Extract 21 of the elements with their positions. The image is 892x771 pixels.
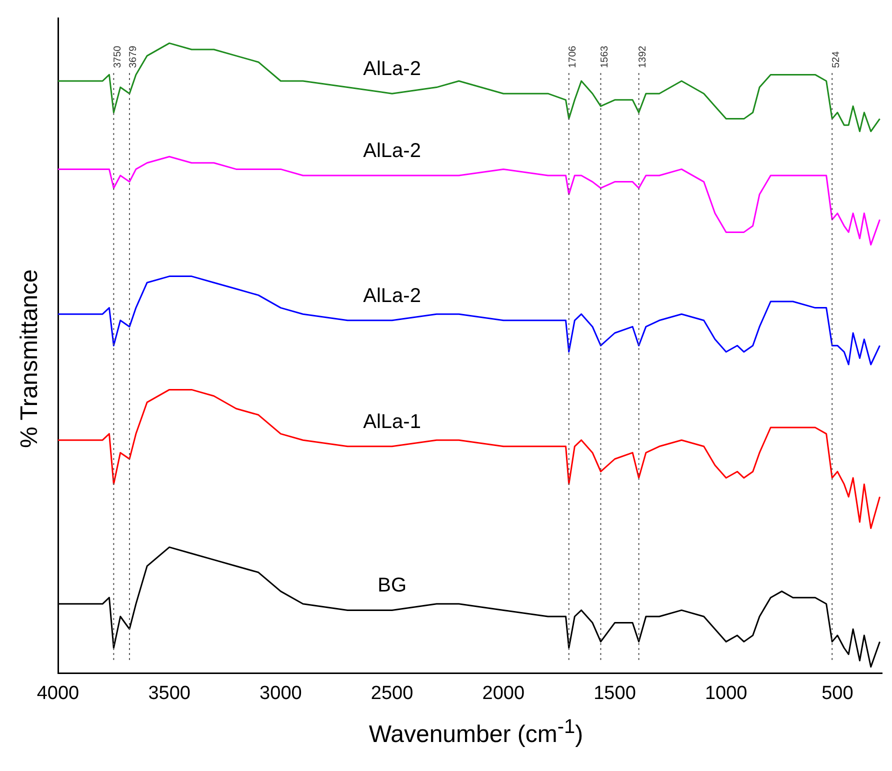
ref-line-label: 524 [830, 50, 842, 68]
x-tick-label: 1500 [594, 682, 636, 704]
x-axis-title: Wavenumber (cm$^{-1}$) [368, 716, 584, 749]
ref-line-label: 1706 [568, 45, 579, 68]
x-tick-label: 2500 [370, 682, 414, 704]
ref-line-label: 1392 [638, 45, 649, 68]
ref-line-label: 1563 [599, 45, 610, 68]
series-label: AlLa-2 [363, 140, 421, 162]
x-tick-label: 500 [822, 682, 854, 704]
ref-line-label: 3750 [112, 45, 124, 68]
x-tick-label: 2000 [482, 682, 525, 704]
series-label: BG [378, 574, 407, 597]
x-tick-label: 4000 [36, 682, 80, 704]
series-label: AlLa-2 [363, 58, 421, 80]
x-tick-label: 3000 [260, 682, 302, 704]
x-tick-label: 3500 [148, 682, 190, 704]
ref-line-label: 3679 [128, 45, 140, 68]
series-label: AlLa-2 [363, 284, 421, 307]
x-tick-label: 1000 [704, 682, 748, 704]
series-label: AlLa-1 [363, 410, 421, 433]
y-axis-title: % Transmittance [16, 269, 44, 448]
